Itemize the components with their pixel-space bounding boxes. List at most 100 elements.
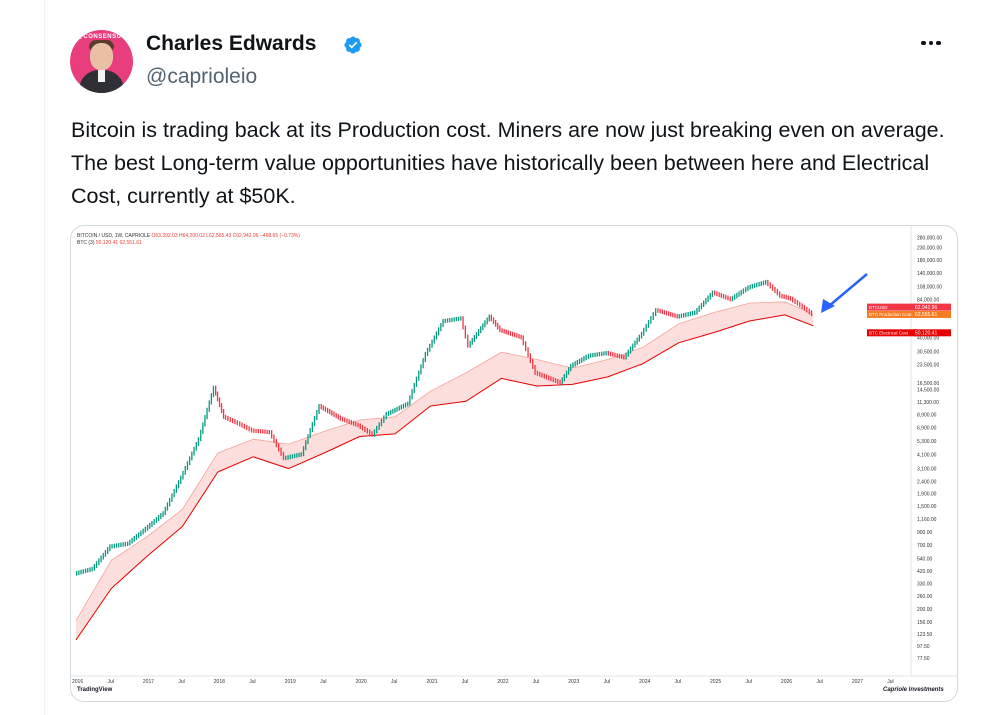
price-candle: [111, 544, 113, 549]
price-candle: [647, 319, 650, 328]
price-candle: [507, 330, 509, 336]
price-candle: [621, 354, 623, 359]
price-candle: [478, 329, 480, 336]
price-candle: [392, 408, 394, 414]
price-candle: [598, 352, 601, 357]
y-tick-label: 14,500.00: [917, 387, 939, 393]
price-candle: [160, 513, 162, 519]
x-tick-label: Jul: [462, 679, 468, 685]
price-candle: [618, 353, 621, 359]
price-candle: [457, 316, 460, 321]
price-candle: [711, 290, 714, 297]
x-tick-label: Jul: [533, 679, 539, 685]
price-candle: [215, 385, 217, 396]
price-candle: [801, 303, 803, 309]
price-candle: [497, 322, 499, 330]
price-candle: [612, 352, 614, 357]
price-candle: [173, 489, 175, 498]
price-candle: [80, 569, 82, 575]
avatar[interactable]: @CONSENSUS: [70, 30, 133, 93]
price-candle: [687, 312, 689, 317]
price-candle: [740, 289, 742, 296]
price-label-value: 62,555.61: [915, 312, 937, 318]
price-candle: [287, 455, 289, 460]
price-candle: [444, 318, 446, 323]
price-candle: [779, 291, 781, 298]
price-candle: [186, 461, 189, 470]
chart-image[interactable]: BITCOIN / USD, 1W, CAPRIOLE O63,392.03 H…: [70, 225, 958, 702]
y-tick-label: 230,000.00: [917, 246, 942, 252]
price-candle: [140, 530, 142, 537]
price-candle: [250, 427, 253, 433]
price-label-value-box: [913, 329, 951, 337]
price-candle: [760, 281, 762, 286]
price-candle: [751, 284, 753, 289]
annotation-arrow-shaft: [828, 273, 868, 307]
price-candle: [734, 294, 736, 300]
price-candle: [120, 542, 122, 547]
x-tick-label: Jul: [745, 679, 751, 685]
price-candle: [767, 279, 769, 287]
price-candle: [232, 418, 234, 424]
y-tick-label: 16,500.00: [917, 381, 939, 387]
price-candle: [505, 329, 507, 335]
y-tick-label: 5,300.00: [917, 439, 937, 445]
author-handle[interactable]: @caprioleio: [146, 65, 258, 88]
x-tick-label: 2020: [356, 679, 367, 685]
price-candle: [601, 351, 603, 356]
price-candle: [378, 422, 380, 430]
price-candle: [104, 550, 107, 557]
price-candle: [264, 429, 266, 434]
tweet-text: Bitcoin is trading back at its Productio…: [71, 118, 945, 208]
y-tick-label: 1,500.00: [917, 504, 937, 510]
price-candle: [486, 317, 488, 325]
price-candle: [224, 414, 227, 420]
price-candle: [469, 340, 471, 348]
price-candle: [568, 367, 570, 375]
price-candle: [124, 541, 126, 547]
price-candle: [471, 337, 473, 345]
y-tick-label: 97.50: [917, 644, 930, 650]
price-candle: [747, 285, 749, 291]
price-candle: [680, 313, 683, 319]
x-tick-label: 2025: [710, 679, 721, 685]
price-candle: [541, 372, 543, 378]
price-label-value-box: [913, 303, 951, 311]
price-candle: [95, 561, 98, 568]
author-name[interactable]: Charles Edwards: [146, 32, 317, 55]
price-candle: [216, 391, 219, 402]
price-candle: [316, 410, 318, 420]
price-candle: [236, 420, 238, 426]
price-candle: [309, 428, 311, 439]
price-candle: [369, 429, 371, 436]
price-candle: [162, 511, 164, 518]
price-candle: [525, 341, 527, 352]
price-candle: [291, 454, 294, 459]
price-candle: [520, 334, 522, 340]
price-candle: [431, 339, 433, 348]
price-candle: [371, 431, 373, 437]
price-candle: [645, 323, 647, 332]
price-candle: [756, 282, 758, 288]
price-candle: [729, 296, 731, 302]
price-candle: [202, 422, 204, 434]
price-candle: [460, 316, 462, 321]
price-candle: [720, 293, 722, 298]
price-candle: [396, 406, 398, 412]
price-candle: [146, 524, 149, 531]
price-candle: [318, 404, 320, 414]
price-candle: [127, 541, 129, 546]
y-tick-label: 77.50: [917, 656, 930, 662]
y-tick-label: 108,000.00: [917, 284, 942, 290]
price-candle: [135, 534, 138, 540]
price-candle: [155, 517, 158, 523]
price-candle: [78, 570, 80, 575]
price-candle: [529, 353, 531, 364]
price-candle: [322, 405, 324, 411]
price-candle: [572, 362, 574, 368]
y-tick-label: 330.00: [917, 582, 933, 588]
production-cost-line: [75, 301, 814, 621]
price-candle: [536, 370, 539, 376]
more-horizontal-icon[interactable]: [918, 34, 944, 52]
price-candle: [346, 418, 348, 424]
